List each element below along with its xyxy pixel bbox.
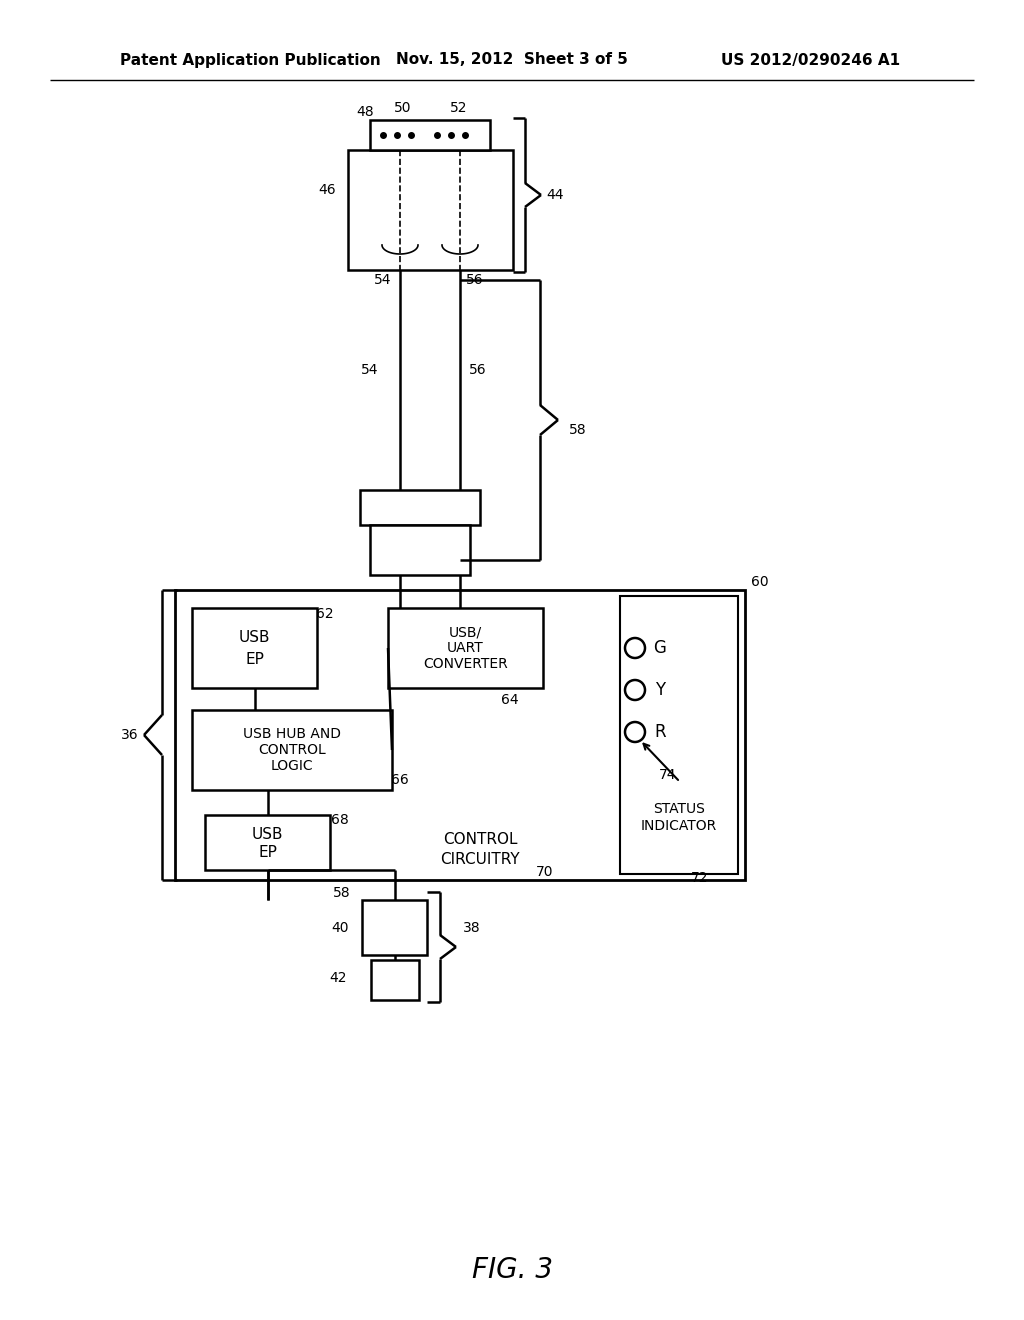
Bar <box>370 525 470 576</box>
Text: Nov. 15, 2012  Sheet 3 of 5: Nov. 15, 2012 Sheet 3 of 5 <box>396 53 628 67</box>
Text: 62: 62 <box>316 607 334 620</box>
Text: STATUS: STATUS <box>653 803 705 816</box>
Bar <box>371 960 419 1001</box>
Text: USB HUB AND: USB HUB AND <box>243 727 341 741</box>
Text: 44: 44 <box>546 187 564 202</box>
Text: CONTROL: CONTROL <box>442 833 517 847</box>
Text: FIG. 3: FIG. 3 <box>471 1257 553 1284</box>
Text: 40: 40 <box>331 921 349 935</box>
Text: 48: 48 <box>356 106 374 119</box>
Text: 56: 56 <box>469 363 486 378</box>
Text: 58: 58 <box>569 422 587 437</box>
Text: 38: 38 <box>463 921 481 935</box>
Text: 56: 56 <box>466 273 483 286</box>
Text: US 2012/0290246 A1: US 2012/0290246 A1 <box>721 53 900 67</box>
Text: 72: 72 <box>691 871 709 884</box>
Text: CONTROL: CONTROL <box>258 743 326 756</box>
Text: Patent Application Publication: Patent Application Publication <box>120 53 381 67</box>
Text: EP: EP <box>245 652 264 668</box>
Text: 66: 66 <box>391 774 409 787</box>
Text: 54: 54 <box>361 363 379 378</box>
Text: 74: 74 <box>659 768 677 781</box>
Bar <box>175 590 745 880</box>
Text: CIRCUITRY: CIRCUITRY <box>440 853 520 867</box>
Text: 54: 54 <box>374 273 392 286</box>
Text: 64: 64 <box>501 693 519 708</box>
Text: 46: 46 <box>318 183 336 197</box>
Text: UART: UART <box>447 642 484 655</box>
Text: USB/: USB/ <box>449 624 482 639</box>
Text: LOGIC: LOGIC <box>270 759 313 774</box>
Text: 50: 50 <box>394 102 412 115</box>
Text: R: R <box>654 723 666 741</box>
Text: 60: 60 <box>752 576 769 589</box>
Bar <box>360 490 480 525</box>
Bar <box>193 710 392 789</box>
Text: G: G <box>653 639 667 657</box>
Text: USB: USB <box>252 828 284 842</box>
Text: INDICATOR: INDICATOR <box>641 818 717 833</box>
Text: 36: 36 <box>121 729 139 742</box>
Bar <box>620 597 738 874</box>
Text: 52: 52 <box>451 102 468 115</box>
Bar <box>193 609 317 688</box>
Text: 70: 70 <box>537 865 554 879</box>
Text: EP: EP <box>258 845 276 861</box>
Bar <box>348 150 513 271</box>
Text: Y: Y <box>655 681 665 700</box>
Text: USB: USB <box>239 631 270 645</box>
Bar <box>370 120 490 150</box>
Bar <box>205 814 330 870</box>
Text: 42: 42 <box>330 972 347 985</box>
Text: CONVERTER: CONVERTER <box>423 657 508 671</box>
Bar <box>362 900 427 954</box>
Text: 58: 58 <box>333 886 351 900</box>
Text: 68: 68 <box>331 813 349 828</box>
Bar <box>388 609 543 688</box>
